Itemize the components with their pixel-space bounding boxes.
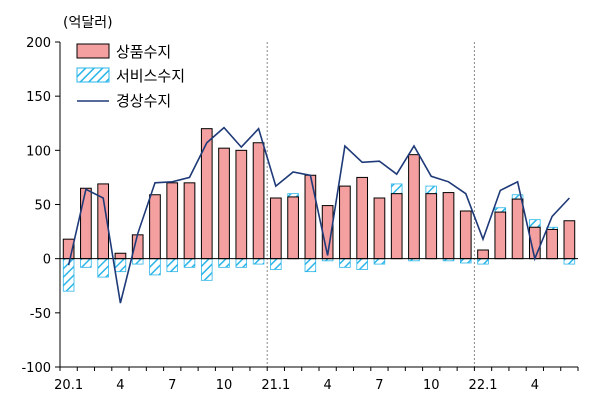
x-tick-label: 10 — [216, 378, 233, 393]
goods-bar — [391, 194, 402, 259]
x-axis: 20.1 4 7 10 21.1 4 7 10 22.1 4 — [54, 367, 578, 393]
services-bar — [529, 220, 540, 228]
y-tick-label: 200 — [26, 36, 51, 51]
goods-bar — [167, 183, 178, 259]
services-bar — [167, 259, 178, 272]
y-tick-label: 50 — [34, 199, 51, 214]
plot-area — [60, 42, 578, 367]
x-tick-label: 4 — [323, 378, 331, 393]
legend-swatch-goods — [77, 44, 109, 58]
goods-bar — [150, 195, 161, 259]
services-bar — [98, 259, 109, 277]
goods-bar — [426, 194, 437, 259]
services-bar — [391, 184, 402, 194]
goods-bar — [201, 129, 212, 259]
services-bar — [340, 259, 351, 268]
goods-bar — [409, 155, 420, 259]
x-tick-label: 7 — [168, 378, 176, 393]
services-bar — [236, 259, 247, 268]
y-axis: -100 -50 0 50 100 150 200 — [21, 36, 60, 376]
services-bar — [219, 259, 230, 268]
goods-bar — [374, 198, 385, 259]
goods-bar — [253, 143, 264, 259]
legend-label-services: 서비스수지 — [116, 67, 185, 85]
services-bar — [460, 259, 471, 263]
goods-bar — [547, 229, 558, 258]
services-bar — [184, 259, 195, 268]
goods-bar — [219, 148, 230, 259]
unit-label: (억달러) — [63, 15, 113, 31]
goods-bar — [357, 177, 368, 258]
services-bar — [357, 259, 368, 270]
y-tick-label: -50 — [30, 307, 51, 322]
x-tick-label: 21.1 — [261, 378, 290, 393]
goods-bar — [564, 221, 575, 259]
legend-label-current-account: 경상수지 — [116, 92, 171, 110]
x-tick-label: 4 — [116, 378, 124, 393]
goods-bar — [236, 150, 247, 258]
services-bar — [201, 259, 212, 281]
x-tick-label: 20.1 — [54, 378, 83, 393]
services-bar — [253, 259, 264, 264]
services-bar — [150, 259, 161, 275]
services-bar — [564, 259, 575, 264]
goods-bar — [443, 193, 454, 259]
y-tick-label: 0 — [43, 253, 51, 268]
legend: 상품수지 서비스수지 경상수지 — [77, 43, 185, 110]
goods-bar — [288, 197, 299, 259]
current-account-line — [69, 128, 570, 304]
y-tick-label: 150 — [26, 90, 51, 105]
services-bar — [495, 208, 506, 212]
services-bar — [374, 259, 385, 264]
x-tick-label: 4 — [531, 378, 539, 393]
services-bar — [270, 259, 281, 270]
goods-bar — [115, 253, 126, 258]
goods-bar — [81, 188, 92, 258]
y-tick-label: 100 — [26, 144, 51, 159]
services-bar — [305, 259, 316, 272]
goods-bar — [495, 212, 506, 259]
goods-bar — [184, 183, 195, 259]
services-bar — [115, 259, 126, 272]
goods-bar — [512, 199, 523, 259]
y-tick-label: -100 — [21, 361, 51, 376]
goods-bar — [460, 211, 471, 259]
legend-swatch-services — [77, 68, 109, 82]
x-tick-label: 7 — [375, 378, 383, 393]
goods-bar — [340, 186, 351, 259]
goods-bar — [305, 175, 316, 258]
services-bar — [426, 186, 437, 194]
legend-label-goods: 상품수지 — [116, 43, 171, 61]
services-bar — [478, 259, 489, 264]
x-tick-label: 22.1 — [469, 378, 498, 393]
services-bar — [81, 259, 92, 268]
goods-bar — [270, 198, 281, 259]
x-tick-label: 10 — [423, 378, 440, 393]
services-bar — [132, 259, 143, 264]
goods-bar — [478, 250, 489, 259]
